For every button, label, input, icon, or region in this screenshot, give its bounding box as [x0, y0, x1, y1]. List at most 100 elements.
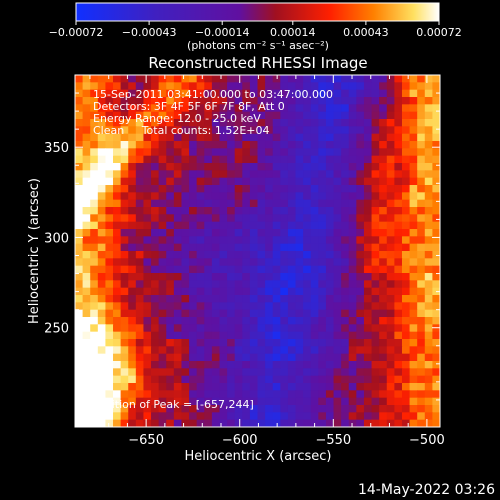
heatmap-cell	[151, 236, 160, 245]
heatmap-cell	[280, 353, 289, 362]
heatmap-cell	[97, 192, 107, 201]
heatmap-cell	[333, 177, 342, 186]
heatmap-cell	[363, 309, 373, 318]
heatmap-cell	[280, 331, 289, 340]
heatmap-cell	[386, 221, 395, 230]
heatmap-cell	[318, 295, 327, 303]
heatmap-cell	[386, 383, 395, 391]
heatmap-cell	[249, 221, 259, 230]
heatmap-cell	[356, 251, 365, 259]
heatmap-cell	[371, 412, 380, 421]
heatmap-cell	[105, 419, 114, 427]
heatmap-cell	[211, 192, 221, 201]
heatmap-cell	[280, 397, 289, 406]
heatmap-cell	[409, 273, 418, 281]
heatmap-cell	[265, 397, 274, 406]
heatmap-cell	[234, 75, 243, 83]
heatmap-cell	[97, 397, 107, 406]
heatmap-cell	[417, 419, 426, 427]
heatmap-cell	[97, 126, 107, 135]
heatmap-cell	[379, 324, 388, 333]
heatmap-cell	[341, 243, 350, 252]
heatmap-cell	[120, 375, 129, 384]
heatmap-cell	[173, 111, 183, 120]
heatmap-cell	[424, 375, 433, 384]
heatmap-cell	[341, 397, 350, 406]
heatmap-cell	[249, 185, 259, 193]
heatmap-cell	[128, 192, 137, 201]
heatmap-cell	[409, 119, 418, 127]
heatmap-cell	[75, 185, 84, 193]
heatmap-cell	[181, 324, 190, 333]
heatmap-cell	[318, 251, 327, 259]
heatmap-cell	[158, 258, 167, 267]
heatmap-cell	[325, 236, 335, 245]
heatmap-cell	[143, 207, 152, 215]
heatmap-cell	[333, 353, 342, 362]
heatmap-cell	[333, 258, 342, 267]
heatmap-cell	[204, 148, 213, 157]
heatmap-cell	[105, 221, 114, 230]
heatmap-cell	[242, 199, 251, 208]
heatmap-cell	[333, 207, 342, 215]
heatmap-cell	[75, 243, 84, 252]
heatmap-cell	[432, 229, 440, 237]
heatmap-cell	[432, 265, 440, 274]
heatmap-cell	[432, 170, 440, 179]
heatmap-cell	[97, 111, 107, 120]
heatmap-cell	[265, 280, 274, 289]
heatmap-cell	[341, 419, 350, 427]
heatmap-cell	[401, 104, 411, 113]
heatmap-cell	[280, 390, 289, 399]
heatmap-cell	[257, 309, 266, 318]
heatmap-cell	[211, 236, 221, 245]
heatmap-cell	[97, 163, 107, 171]
heatmap-cell	[181, 214, 190, 223]
heatmap-cell	[356, 104, 365, 113]
heatmap-cell	[151, 331, 160, 340]
heatmap-cell	[211, 361, 221, 369]
heatmap-cell	[424, 170, 433, 179]
heatmap-cell	[90, 126, 99, 135]
heatmap-cell	[295, 170, 304, 179]
heatmap-cell	[181, 199, 190, 208]
heatmap-cell	[348, 170, 357, 179]
heatmap-cell	[105, 104, 114, 113]
heatmap-cell	[409, 229, 418, 237]
heatmap-cell	[394, 236, 403, 245]
heatmap-cell	[341, 89, 350, 98]
heatmap-cell	[211, 368, 221, 377]
heatmap-cell	[424, 155, 433, 164]
heatmap-cell	[196, 317, 205, 325]
heatmap-cell	[265, 75, 274, 83]
heatmap-cell	[242, 155, 251, 164]
heatmap-cell	[135, 82, 145, 91]
heatmap-cell	[143, 89, 152, 98]
heatmap-cell	[432, 331, 440, 340]
heatmap-cell	[280, 104, 289, 113]
heatmap-cell	[257, 361, 266, 369]
heatmap-cell	[265, 375, 274, 384]
heatmap-cell	[227, 89, 236, 98]
heatmap-cell	[249, 302, 259, 311]
heatmap-cell	[295, 302, 304, 311]
heatmap-cell	[196, 207, 205, 215]
heatmap-cell	[257, 229, 266, 237]
heatmap-cell	[280, 170, 289, 179]
heatmap-cell	[227, 75, 236, 83]
heatmap-cell	[386, 361, 395, 369]
heatmap-cell	[158, 419, 167, 427]
annotation-detectors: Detectors: 3F 4F 5F 6F 7F 8F, Att 0	[93, 100, 285, 113]
heatmap-cell	[341, 302, 350, 311]
heatmap-cell	[341, 229, 350, 237]
heatmap-cell	[97, 243, 107, 252]
heatmap-cell	[204, 82, 213, 91]
heatmap-cell	[394, 331, 403, 340]
heatmap-cell	[75, 148, 84, 157]
heatmap-cell	[166, 287, 175, 296]
heatmap-cell	[189, 214, 198, 223]
heatmap-cell	[128, 119, 137, 127]
heatmap-cell	[424, 368, 433, 377]
heatmap-cell	[120, 361, 129, 369]
heatmap-cell	[249, 119, 259, 127]
